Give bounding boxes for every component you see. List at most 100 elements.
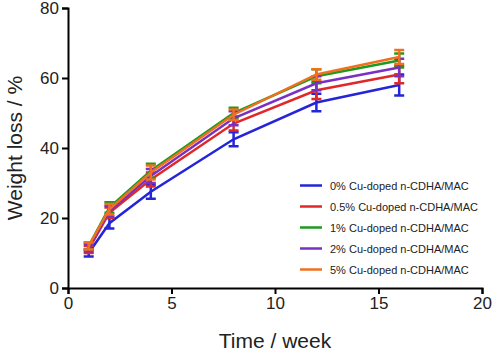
tick: 15	[370, 288, 389, 313]
legend-label: 5% Cu-doped n-CDHA/MAC	[330, 264, 469, 276]
tick-mark	[62, 218, 68, 220]
error-cap	[146, 185, 156, 188]
legend-swatch	[300, 205, 322, 208]
y-axis-title: Weight loss / %	[3, 76, 26, 220]
error-stem	[398, 50, 401, 64]
error-stem	[108, 204, 111, 215]
axis-line	[62, 9, 69, 289]
error-cap	[311, 68, 321, 71]
legend-entry: 1% Cu-doped n-CDHA/MAC	[300, 222, 469, 234]
error-cap	[84, 241, 94, 244]
tick-label: 10	[266, 294, 285, 313]
tick-label: 40	[40, 139, 59, 158]
error-bar	[84, 250, 94, 257]
error-bar	[104, 204, 114, 215]
error-cap	[84, 248, 94, 251]
tick: 20	[40, 209, 68, 228]
error-cap	[84, 252, 94, 255]
chart: 051015200204060800% Cu-doped n-CDHA/MAC0…	[0, 0, 500, 362]
legend-label: 0.5% Cu-doped n-CDHA/MAC	[330, 201, 478, 213]
series	[84, 50, 405, 250]
error-bar	[311, 69, 321, 80]
tick-mark	[62, 78, 68, 80]
plot: 051015200204060800% Cu-doped n-CDHA/MAC0…	[40, 0, 492, 313]
tick: 20	[473, 288, 492, 313]
tick: 80	[40, 0, 68, 18]
error-cap	[146, 182, 156, 185]
tick-label: 20	[473, 294, 492, 313]
error-bar	[84, 243, 94, 250]
tick-label: 20	[40, 209, 59, 228]
error-cap	[146, 178, 156, 181]
tick-label: 0	[64, 294, 73, 313]
error-stem	[150, 166, 153, 180]
y-axis: 0 20 40 60 80	[40, 0, 68, 298]
error-cap	[146, 164, 156, 167]
legend-label: 0% Cu-doped n-CDHA/MAC	[330, 180, 469, 192]
error-cap	[394, 49, 404, 52]
tick-label: 15	[370, 294, 389, 313]
error-cap	[311, 89, 321, 92]
line	[89, 61, 400, 247]
line	[89, 57, 400, 246]
legend-swatch	[300, 226, 322, 229]
error-cap	[84, 241, 94, 244]
error-bar	[146, 185, 156, 199]
error-cap	[84, 250, 94, 253]
tick-mark	[62, 148, 68, 150]
series	[84, 54, 405, 250]
error-cap	[311, 110, 321, 113]
legend-entry: 2% Cu-doped n-CDHA/MAC	[300, 243, 469, 255]
legend-entry: 0% Cu-doped n-CDHA/MAC	[300, 180, 469, 192]
tick: 5	[167, 288, 176, 313]
error-cap	[229, 107, 239, 110]
error-cap	[146, 198, 156, 201]
error-cap	[229, 129, 239, 132]
legend-label: 1% Cu-doped n-CDHA/MAC	[330, 222, 469, 234]
tick-label: 5	[167, 294, 176, 313]
error-stem	[232, 132, 235, 146]
error-cap	[104, 213, 114, 216]
error-cap	[394, 63, 404, 66]
error-stem	[108, 218, 111, 229]
error-cap	[229, 119, 239, 122]
error-cap	[104, 201, 114, 204]
error-cap	[311, 98, 321, 101]
tick: 60	[40, 69, 68, 88]
legend-entry: 5% Cu-doped n-CDHA/MAC	[300, 264, 469, 276]
tick: 0	[64, 288, 73, 313]
error-cap	[394, 75, 404, 78]
tick-label: 60	[40, 69, 59, 88]
error-bar	[229, 132, 239, 146]
error-cap	[146, 163, 156, 166]
error-cap	[311, 79, 321, 82]
error-cap	[104, 227, 114, 230]
tick: 10	[266, 288, 285, 313]
error-bar	[84, 243, 94, 250]
error-cap	[229, 108, 239, 111]
x-axis-title: Time / week	[219, 329, 332, 352]
legend-entry: 0.5% Cu-doped n-CDHA/MAC	[300, 201, 478, 213]
tick: 0	[50, 279, 68, 298]
tick-mark	[62, 288, 68, 290]
error-bar	[229, 110, 239, 121]
error-cap	[84, 248, 94, 251]
error-cap	[84, 248, 94, 251]
legend: 0% Cu-doped n-CDHA/MAC 0.5% Cu-doped n-CD…	[300, 180, 478, 276]
x-axis: 0 5 10 15 20	[64, 288, 492, 313]
error-stem	[315, 69, 318, 80]
error-cap	[104, 203, 114, 206]
error-cap	[229, 145, 239, 148]
error-bar	[394, 50, 404, 64]
legend-swatch	[300, 268, 322, 271]
legend-swatch	[300, 247, 322, 250]
error-cap	[394, 82, 404, 85]
tick-label: 0	[50, 279, 59, 298]
error-cap	[311, 68, 321, 71]
tick-label: 80	[40, 0, 59, 18]
error-stem	[232, 110, 235, 121]
error-cap	[84, 255, 94, 258]
legend-swatch	[300, 184, 322, 187]
tick: 40	[40, 139, 68, 158]
error-cap	[394, 94, 404, 97]
